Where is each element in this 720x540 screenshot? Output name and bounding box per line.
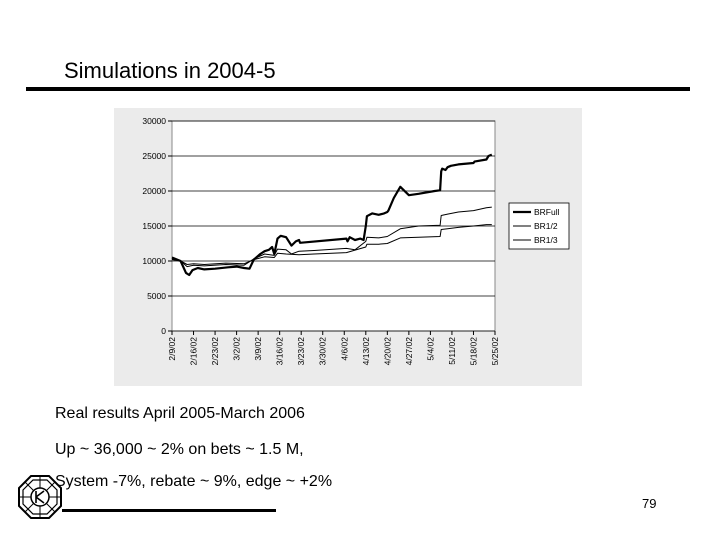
y-tick-label: 15000: [142, 221, 166, 231]
page-number: 79: [642, 496, 657, 511]
y-tick-label: 10000: [142, 256, 166, 266]
chart-panel: 0 5000 10000 15000 20000 25000 30000 2/9/02 2/16…: [114, 108, 582, 386]
octagon-emblem-icon: [18, 475, 62, 524]
x-tick-label: 2/23/02: [210, 337, 220, 366]
slide-title: Simulations in 2004-5: [64, 58, 276, 83]
x-tick-label: 4/13/02: [361, 337, 371, 366]
legend-label: BR1/3: [534, 235, 558, 245]
x-tick-label: 5/18/02: [468, 337, 478, 366]
bullet-breakdown: System -7%, rebate ~ 9%, edge ~ +2%: [55, 473, 333, 490]
x-tick-label: 5/4/02: [425, 337, 435, 361]
x-tick-label: 3/9/02: [253, 337, 263, 361]
y-tick-label: 30000: [142, 116, 166, 126]
x-tick-label: 4/27/02: [404, 337, 414, 366]
legend-label: BRFull: [534, 207, 560, 217]
bullet-real-results: Real results April 2005-March 2006: [55, 405, 305, 422]
line-chart: 0 5000 10000 15000 20000 25000 30000 2/9/02 2/16…: [142, 116, 570, 366]
y-tick-label: 0: [161, 326, 166, 336]
x-tick-label: 3/16/02: [275, 337, 285, 366]
x-tick-label: 4/6/02: [339, 337, 349, 361]
x-tick-label: 2/9/02: [167, 337, 177, 361]
x-tick-label: 3/2/02: [232, 337, 242, 361]
series-line-br1-2: [171, 206, 492, 268]
x-tick-label: 5/25/02: [490, 337, 500, 366]
y-tick-label: 25000: [142, 151, 166, 161]
title-divider: [26, 87, 690, 91]
y-tick-label: 20000: [142, 186, 166, 196]
x-tick-label: 3/30/02: [318, 337, 328, 366]
footer-divider: [62, 509, 276, 512]
y-tick-label: 5000: [147, 291, 166, 301]
series-line-brfull: [171, 153, 493, 277]
legend-label: BR1/2: [534, 221, 558, 231]
bullet-profit: Up ~ 36,000 ~ 2% on bets ~ 1.5 M,: [55, 441, 304, 458]
x-tick-label: 3/23/02: [296, 337, 306, 366]
x-tick-label: 5/11/02: [447, 337, 457, 365]
x-tick-label: 4/20/02: [382, 337, 392, 366]
x-tick-label: 2/16/02: [189, 337, 199, 366]
series-line-br1-3: [171, 224, 492, 265]
